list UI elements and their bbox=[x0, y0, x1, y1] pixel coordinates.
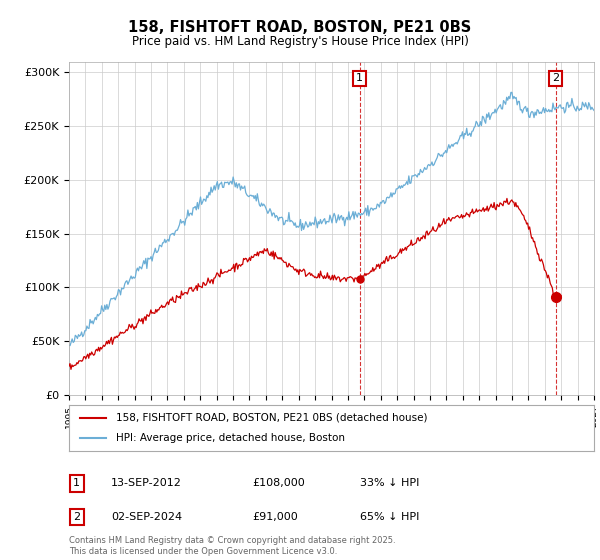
Text: 2: 2 bbox=[73, 512, 80, 522]
Text: Contains HM Land Registry data © Crown copyright and database right 2025.
This d: Contains HM Land Registry data © Crown c… bbox=[69, 536, 395, 556]
Text: 1: 1 bbox=[356, 73, 363, 83]
Text: 158, FISHTOFT ROAD, BOSTON, PE21 0BS: 158, FISHTOFT ROAD, BOSTON, PE21 0BS bbox=[128, 20, 472, 35]
Text: 65% ↓ HPI: 65% ↓ HPI bbox=[360, 512, 419, 522]
Text: 158, FISHTOFT ROAD, BOSTON, PE21 0BS (detached house): 158, FISHTOFT ROAD, BOSTON, PE21 0BS (de… bbox=[116, 413, 428, 423]
Text: 02-SEP-2024: 02-SEP-2024 bbox=[111, 512, 182, 522]
Text: 33% ↓ HPI: 33% ↓ HPI bbox=[360, 478, 419, 488]
Text: HPI: Average price, detached house, Boston: HPI: Average price, detached house, Bost… bbox=[116, 433, 345, 443]
Text: 1: 1 bbox=[73, 478, 80, 488]
Text: Price paid vs. HM Land Registry's House Price Index (HPI): Price paid vs. HM Land Registry's House … bbox=[131, 35, 469, 48]
Text: £91,000: £91,000 bbox=[252, 512, 298, 522]
Text: 13-SEP-2012: 13-SEP-2012 bbox=[111, 478, 182, 488]
Text: £108,000: £108,000 bbox=[252, 478, 305, 488]
Text: 2: 2 bbox=[552, 73, 559, 83]
